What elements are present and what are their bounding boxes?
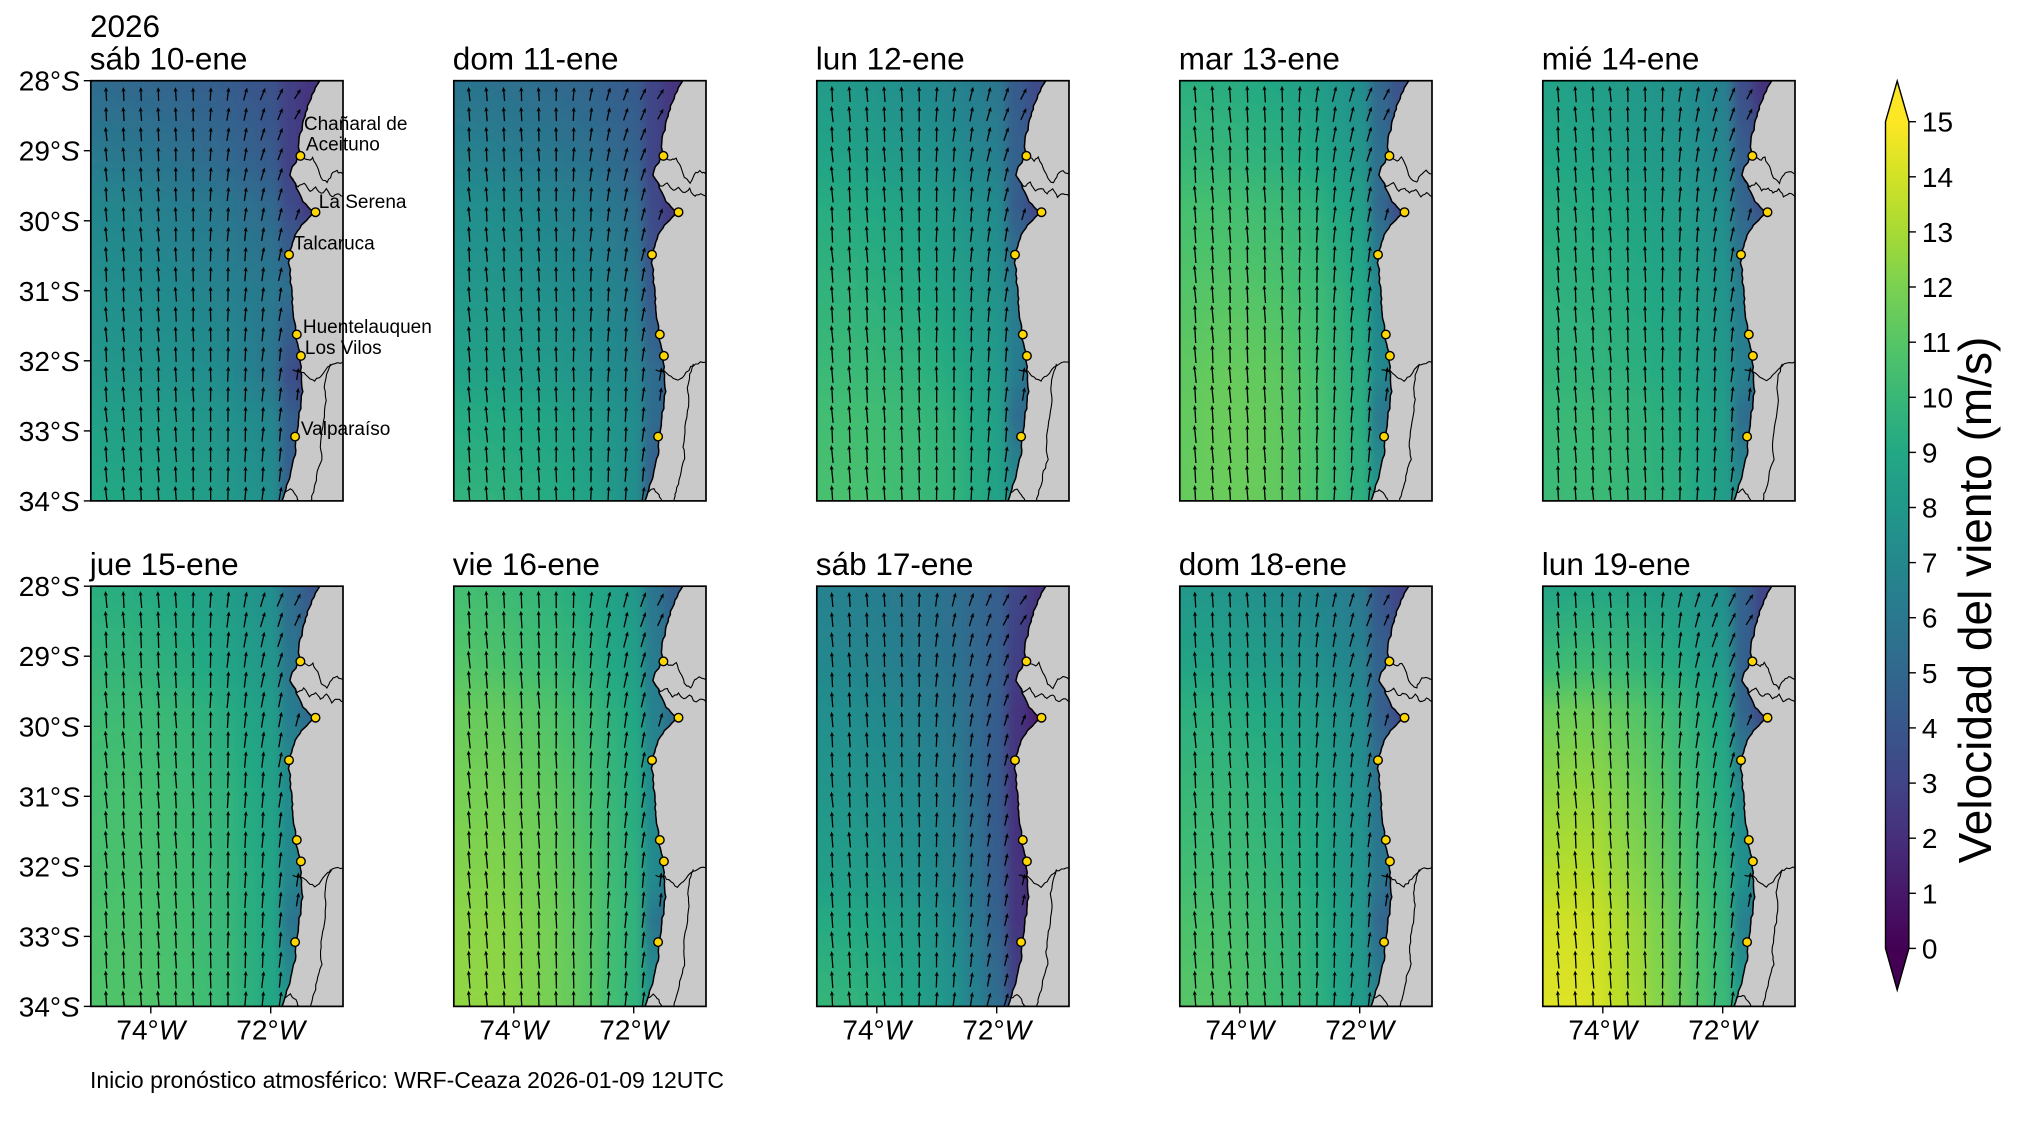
svg-text:74°W: 74°W bbox=[479, 1014, 550, 1045]
svg-text:sáb 17-ene: sáb 17-ene bbox=[816, 546, 974, 582]
svg-text:5: 5 bbox=[1922, 658, 1938, 689]
svg-text:74°W: 74°W bbox=[1568, 1014, 1639, 1045]
svg-text:2: 2 bbox=[1922, 823, 1938, 854]
svg-text:32°S: 32°S bbox=[19, 851, 80, 882]
svg-text:lun 12-ene: lun 12-ene bbox=[816, 41, 965, 77]
svg-text:sáb 10-ene: sáb 10-ene bbox=[90, 41, 248, 77]
svg-text:dom 18-ene: dom 18-ene bbox=[1179, 546, 1347, 582]
svg-text:29°S: 29°S bbox=[19, 641, 80, 672]
svg-text:Velocidad del viento (m/s): Velocidad del viento (m/s) bbox=[1949, 337, 2001, 864]
svg-text:28°S: 28°S bbox=[19, 571, 80, 602]
svg-text:33°S: 33°S bbox=[19, 416, 80, 447]
svg-text:32°S: 32°S bbox=[19, 346, 80, 377]
svg-text:31°S: 31°S bbox=[19, 276, 80, 307]
svg-text:28°S: 28°S bbox=[19, 66, 80, 97]
svg-text:1: 1 bbox=[1922, 878, 1938, 909]
svg-text:33°S: 33°S bbox=[19, 921, 80, 952]
svg-text:lun 19-ene: lun 19-ene bbox=[1542, 546, 1691, 582]
svg-text:6: 6 bbox=[1922, 603, 1938, 634]
svg-text:72°W: 72°W bbox=[599, 1014, 670, 1045]
svg-text:34°S: 34°S bbox=[19, 991, 80, 1022]
svg-text:34°S: 34°S bbox=[19, 486, 80, 517]
svg-text:74°W: 74°W bbox=[1205, 1014, 1276, 1045]
svg-text:3: 3 bbox=[1922, 768, 1938, 799]
svg-text:Valparaíso: Valparaíso bbox=[301, 419, 390, 440]
svg-text:vie 16-ene: vie 16-ene bbox=[453, 546, 600, 582]
svg-text:8: 8 bbox=[1922, 493, 1938, 524]
svg-text:74°W: 74°W bbox=[116, 1014, 187, 1045]
svg-text:72°W: 72°W bbox=[1325, 1014, 1396, 1045]
svg-text:72°W: 72°W bbox=[962, 1014, 1033, 1045]
svg-text:15: 15 bbox=[1922, 107, 1953, 138]
svg-text:0: 0 bbox=[1922, 933, 1938, 964]
svg-text:9: 9 bbox=[1922, 437, 1938, 468]
svg-text:72°W: 72°W bbox=[236, 1014, 307, 1045]
svg-text:4: 4 bbox=[1922, 713, 1938, 744]
svg-text:7: 7 bbox=[1922, 548, 1938, 579]
svg-text:La Serena: La Serena bbox=[319, 192, 407, 213]
svg-text:2026: 2026 bbox=[90, 8, 160, 44]
svg-text:mié 14-ene: mié 14-ene bbox=[1542, 41, 1700, 77]
svg-text:Huentelauquen: Huentelauquen bbox=[303, 317, 432, 338]
svg-text:72°W: 72°W bbox=[1688, 1014, 1759, 1045]
svg-text:mar 13-ene: mar 13-ene bbox=[1179, 41, 1340, 77]
svg-text:30°S: 30°S bbox=[19, 711, 80, 742]
svg-text:Chañaral de: Chañaral de bbox=[304, 114, 408, 135]
svg-text:13: 13 bbox=[1922, 217, 1953, 248]
svg-text:dom 11-ene: dom 11-ene bbox=[453, 41, 619, 77]
svg-text:11: 11 bbox=[1922, 327, 1951, 358]
svg-text:10: 10 bbox=[1922, 382, 1953, 413]
svg-text:30°S: 30°S bbox=[19, 206, 80, 237]
svg-text:29°S: 29°S bbox=[19, 136, 80, 167]
svg-text:14: 14 bbox=[1922, 162, 1953, 193]
svg-text:jue 15-ene: jue 15-ene bbox=[89, 546, 239, 582]
svg-text:31°S: 31°S bbox=[19, 781, 80, 812]
svg-text:74°W: 74°W bbox=[842, 1014, 913, 1045]
svg-text:12: 12 bbox=[1922, 272, 1953, 303]
svg-text:Talcaruca: Talcaruca bbox=[293, 233, 375, 254]
svg-text:Inicio pronóstico atmosférico:: Inicio pronóstico atmosférico: WRF-Ceaza… bbox=[90, 1067, 724, 1093]
